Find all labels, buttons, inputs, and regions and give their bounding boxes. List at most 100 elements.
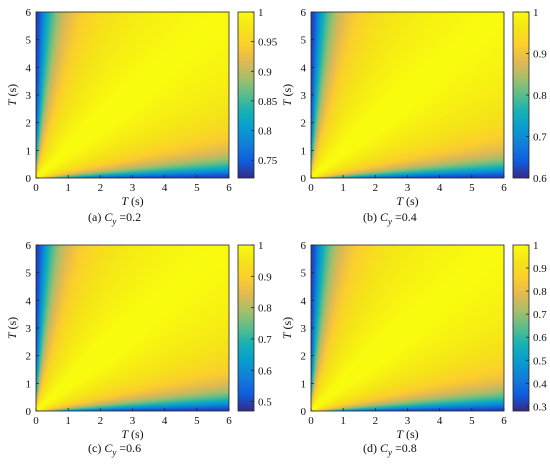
colorbar-tick-label: 0.95: [258, 37, 278, 49]
x-tick-label: 3: [405, 415, 411, 427]
caption-a: (a) Cy =0.2: [88, 210, 141, 226]
y-axis-label: T (s): [280, 84, 294, 106]
y-tick-label: 4: [301, 62, 307, 74]
caption-prefix: (b): [363, 210, 380, 224]
caption-d: (d) Cy =0.8: [363, 441, 417, 457]
colorbar: [512, 244, 530, 412]
caption-value: =0.2: [116, 210, 142, 224]
chart-svg: 0 1 2 3 4 5 6 0 1 2 3 4 5 6 T (s) T (s) 0.3 0.4 0.5 0.6 0.7 0…: [280, 240, 547, 441]
y-tick-label: 3: [301, 323, 307, 335]
y-tick-label: 3: [301, 90, 307, 102]
caption-prefix: (c): [88, 441, 105, 455]
y-tick-label: 5: [26, 268, 32, 280]
caption-prefix: (d): [363, 441, 380, 455]
y-tick-label: 3: [26, 323, 32, 335]
colorbar-tick-label: 1: [533, 7, 539, 19]
colorbar: [237, 244, 255, 412]
caption-var: C: [380, 441, 389, 455]
x-axis-label: T (s): [396, 427, 418, 441]
x-tick-label: 1: [340, 415, 346, 427]
colorbar-tick-label: 0.8: [533, 286, 547, 298]
y-tick-label: 1: [26, 378, 32, 390]
y-tick-label: 0: [26, 406, 32, 418]
colorbar-tick-label: 0.8: [258, 303, 272, 315]
x-tick-label: 2: [98, 182, 104, 194]
y-tick-label: 4: [301, 295, 307, 307]
x-axis-label: T (s): [396, 194, 418, 208]
colorbar-tick-label: 0.4: [533, 378, 547, 390]
y-tick-label: 6: [26, 240, 32, 252]
x-tick-label: 0: [308, 182, 314, 194]
caption-sub: y: [112, 447, 117, 458]
colorbar-tick-label: 1: [258, 7, 264, 19]
colorbar-tick-label: 0.9: [258, 66, 272, 78]
colorbar-tick-label: 0.8: [258, 126, 272, 138]
chart-svg: 0 1 2 3 4 5 6 0 1 2 3 4 5 6 T (s) T (s) 0.75 0.8 0.85 0.9 0.…: [5, 7, 278, 208]
colorbar: [237, 11, 255, 179]
y-tick-label: 1: [26, 145, 32, 157]
colorbar-tick-label: 0.5: [533, 355, 547, 367]
y-tick-label: 1: [301, 378, 307, 390]
x-tick-label: 1: [340, 182, 346, 194]
x-tick-label: 2: [373, 415, 379, 427]
heatmap-surface: [36, 245, 229, 411]
y-tick-label: 6: [26, 7, 32, 19]
colorbar-tick-label: 0.3: [533, 401, 547, 413]
y-tick-label: 0: [301, 173, 307, 185]
y-tick-label: 4: [26, 62, 32, 74]
colorbar-tick-label: 1: [258, 240, 264, 252]
colorbar-tick-label: 0.6: [533, 173, 547, 185]
caption-sub: y: [112, 216, 117, 227]
colorbar-tick-label: 0.5: [258, 397, 272, 409]
heatmap-surface: [311, 12, 504, 178]
x-tick-label: 0: [33, 415, 39, 427]
caption-value: =0.6: [116, 441, 142, 455]
x-tick-label: 1: [65, 415, 71, 427]
x-tick-label: 4: [162, 182, 168, 194]
y-tick-label: 2: [301, 351, 307, 363]
y-axis-label: T (s): [5, 317, 19, 339]
x-tick-label: 2: [98, 415, 104, 427]
x-tick-label: 6: [501, 415, 507, 427]
x-tick-label: 5: [469, 182, 475, 194]
x-tick-label: 2: [373, 182, 379, 194]
colorbar-tick-label: 0.8: [533, 90, 547, 102]
colorbar-tick-label: 0.7: [533, 309, 547, 321]
chart-svg: 0 1 2 3 4 5 6 0 1 2 3 4 5 6 T (s) T (s) 0.5 0.6 0.7 0.8 0.9 1: [5, 240, 272, 441]
caption-value: =0.8: [392, 441, 417, 455]
colorbar-tick-label: 0.6: [258, 365, 272, 377]
colorbar-tick-label: 0.85: [258, 96, 278, 108]
y-tick-label: 1: [301, 145, 307, 157]
x-tick-label: 0: [308, 415, 314, 427]
x-tick-label: 1: [65, 182, 71, 194]
colorbar-tick-label: 0.9: [258, 271, 272, 283]
y-tick-label: 5: [301, 35, 307, 47]
x-tick-label: 3: [405, 182, 411, 194]
x-tick-label: 3: [130, 415, 136, 427]
y-axis-label: T (s): [280, 317, 294, 339]
caption-sub: y: [388, 216, 393, 227]
colorbar-tick-label: 0.7: [533, 132, 547, 144]
y-tick-label: 0: [26, 173, 32, 185]
y-tick-label: 5: [26, 35, 32, 47]
caption-value: =0.4: [392, 210, 417, 224]
x-axis-label: T (s): [121, 427, 143, 441]
colorbar-tick-label: 0.6: [533, 332, 547, 344]
colorbar-tick-label: 1: [533, 240, 539, 252]
x-tick-label: 5: [194, 415, 200, 427]
caption-var: C: [104, 441, 113, 455]
y-tick-label: 2: [26, 118, 32, 130]
y-axis-label: T (s): [5, 84, 19, 106]
x-tick-label: 4: [162, 415, 168, 427]
chart-svg: 0 1 2 3 4 5 6 0 1 2 3 4 5 6 T (s) T (s) 0.6 0.7 0.8 0.9 1: [280, 7, 547, 208]
caption-c: (c) Cy =0.6: [88, 441, 141, 457]
caption-sub: y: [388, 447, 393, 458]
colorbar-tick-label: 0.9: [533, 49, 547, 61]
x-tick-label: 5: [469, 415, 475, 427]
y-tick-label: 0: [301, 406, 307, 418]
y-tick-label: 6: [301, 240, 307, 252]
y-tick-label: 6: [301, 7, 307, 19]
x-tick-label: 6: [501, 182, 507, 194]
